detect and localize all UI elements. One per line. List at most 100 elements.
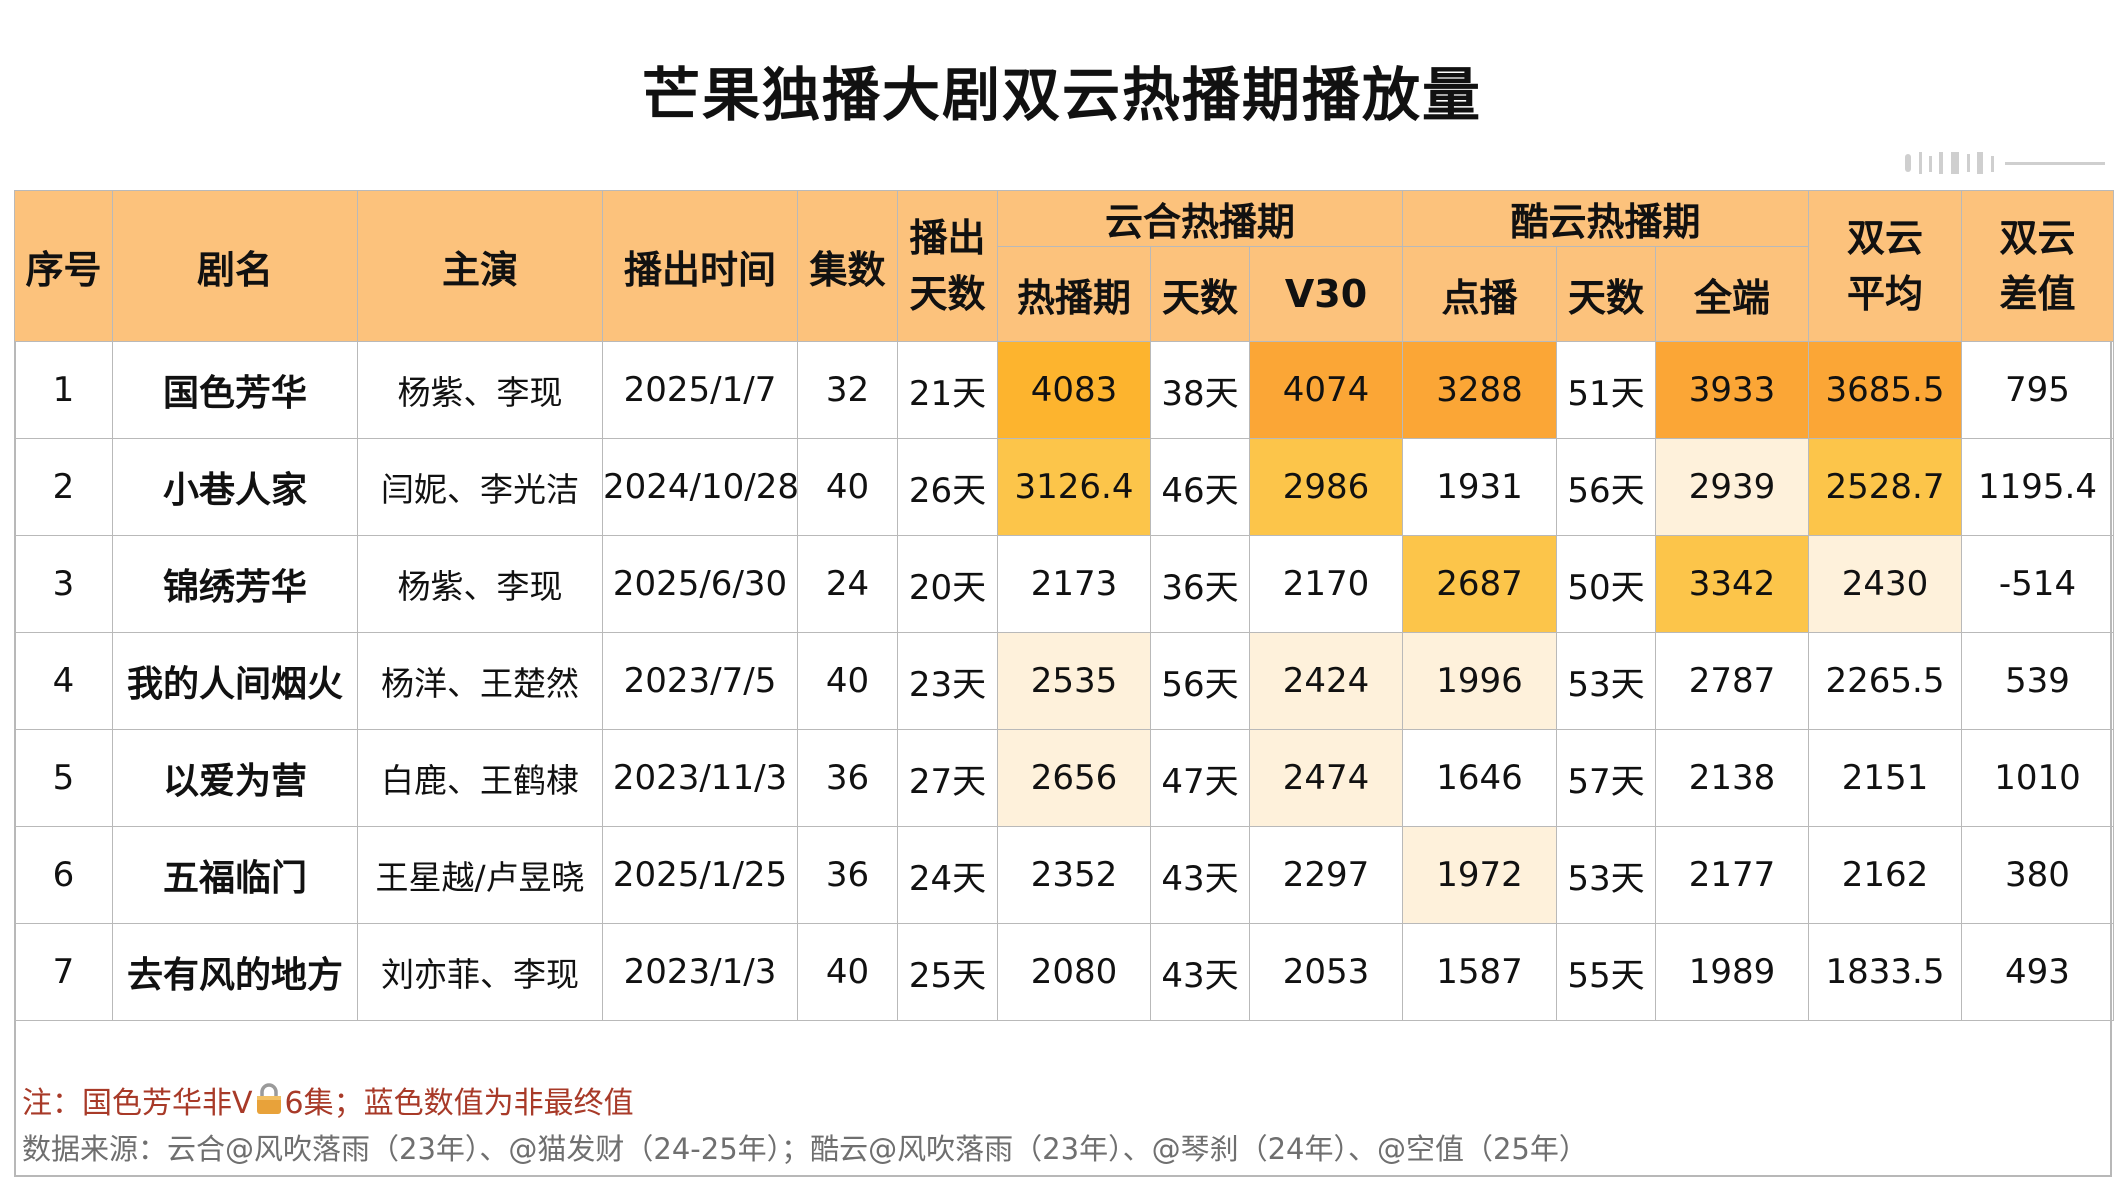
header-yunhe-group: 云合热播期 [997,190,1403,247]
header-average-line2: 平均 [1846,272,1923,316]
cell-episodes: 36 [797,826,898,924]
cell-cast: 刘亦菲、李现 [357,923,603,1021]
cell-kuyun-all: 2787 [1655,632,1809,730]
cell-yunhe-days: 43天 [1150,826,1250,924]
header-kuyun-days: 天数 [1556,246,1656,342]
cell-average: 2162 [1808,826,1962,924]
cell-yunhe-v30: 2170 [1249,535,1403,633]
header-episodes: 集数 [797,190,898,342]
cell-kuyun-days: 51天 [1556,341,1656,439]
cell-index: 1 [14,341,113,439]
cell-cast: 杨紫、李现 [357,341,603,439]
cell-air-date: 2023/11/3 [602,729,798,827]
cell-cast: 白鹿、王鹤棣 [357,729,603,827]
header-days-aired-line1: 播出 [909,216,986,260]
cell-episodes: 40 [797,438,898,536]
cell-yunhe-days: 47天 [1150,729,1250,827]
cell-days-aired: 25天 [897,923,998,1021]
header-days-aired: 播出 天数 [897,190,998,342]
cell-kuyun-vod: 1587 [1402,923,1557,1021]
cell-difference: -514 [1961,535,2114,633]
cell-yunhe-hot: 2173 [997,535,1151,633]
cell-yunhe-hot: 4083 [997,341,1151,439]
cell-difference: 1195.4 [1961,438,2114,536]
cell-days-aired: 23天 [897,632,998,730]
table-row: 7 去有风的地方 刘亦菲、李现 2023/1/3 40 25天 2080 43天… [14,923,2114,1021]
header-kuyun-all: 全端 [1655,246,1809,342]
cell-index: 6 [14,826,113,924]
watermark-barcode-icon [1905,152,2105,174]
cell-name: 锦绣芳华 [112,535,358,633]
cell-kuyun-days: 50天 [1556,535,1656,633]
cell-kuyun-all: 2138 [1655,729,1809,827]
cell-yunhe-hot: 2352 [997,826,1151,924]
cell-difference: 795 [1961,341,2114,439]
cell-kuyun-all: 2939 [1655,438,1809,536]
header-kuyun-group: 酷云热播期 [1402,190,1809,247]
cell-kuyun-vod: 1972 [1402,826,1557,924]
cell-days-aired: 26天 [897,438,998,536]
cell-yunhe-hot: 3126.4 [997,438,1151,536]
cell-kuyun-days: 53天 [1556,632,1656,730]
cell-name: 五福临门 [112,826,358,924]
header-index: 序号 [14,190,113,342]
header-cast: 主演 [357,190,603,342]
cell-kuyun-all: 3933 [1655,341,1809,439]
cell-name: 小巷人家 [112,438,358,536]
footnote-text-after: 6集；蓝色数值为非最终值 [284,1086,634,1121]
table-row: 1 国色芳华 杨紫、李现 2025/1/7 32 21天 4083 38天 40… [14,341,2114,439]
cell-yunhe-v30: 2297 [1249,826,1403,924]
table-row: 6 五福临门 王星越/卢昱晓 2025/1/25 36 24天 2352 43天… [14,826,2114,924]
cell-days-aired: 20天 [897,535,998,633]
cell-name: 我的人间烟火 [112,632,358,730]
cell-index: 2 [14,438,113,536]
cell-kuyun-days: 56天 [1556,438,1656,536]
cell-episodes: 24 [797,535,898,633]
cell-kuyun-days: 57天 [1556,729,1656,827]
header-difference-line1: 双云 [1999,216,2076,260]
cell-cast: 杨洋、王楚然 [357,632,603,730]
cell-difference: 380 [1961,826,2114,924]
cell-air-date: 2025/6/30 [602,535,798,633]
cell-name: 去有风的地方 [112,923,358,1021]
cell-index: 3 [14,535,113,633]
cell-kuyun-days: 55天 [1556,923,1656,1021]
cell-name: 以爱为营 [112,729,358,827]
cell-yunhe-v30: 2474 [1249,729,1403,827]
cell-average: 2528.7 [1808,438,1962,536]
header-yunhe-days: 天数 [1150,246,1250,342]
header-yunhe-v30: V30 [1249,246,1403,342]
cell-difference: 493 [1961,923,2114,1021]
cell-index: 7 [14,923,113,1021]
footnote-text-before: 注：国色芳华非V [22,1086,253,1121]
header-difference: 双云 差值 [1961,190,2114,342]
table-row: 2 小巷人家 闫妮、李光洁 2024/10/28 40 26天 3126.4 4… [14,438,2114,536]
data-source: 数据来源：云合@风吹落雨（23年）、@猫发财（24-25年）；酷云@风吹落雨（2… [22,1132,1588,1166]
cell-kuyun-days: 53天 [1556,826,1656,924]
cell-index: 5 [14,729,113,827]
header-yunhe-hot: 热播期 [997,246,1151,342]
cell-kuyun-all: 2177 [1655,826,1809,924]
cell-cast: 闫妮、李光洁 [357,438,603,536]
table-row: 3 锦绣芳华 杨紫、李现 2025/6/30 24 20天 2173 36天 2… [14,535,2114,633]
cell-days-aired: 21天 [897,341,998,439]
cell-kuyun-vod: 1996 [1402,632,1557,730]
table-row: 5 以爱为营 白鹿、王鹤棣 2023/11/3 36 27天 2656 47天 … [14,729,2114,827]
cell-yunhe-hot: 2080 [997,923,1151,1021]
cell-air-date: 2023/1/3 [602,923,798,1021]
header-row-sub: 热播期 天数 V30 点播 天数 全端 [15,246,2114,342]
cell-days-aired: 24天 [897,826,998,924]
cell-yunhe-v30: 4074 [1249,341,1403,439]
cell-kuyun-vod: 1931 [1402,438,1557,536]
cell-cast: 王星越/卢昱晓 [357,826,603,924]
cell-yunhe-hot: 2656 [997,729,1151,827]
cell-average: 1833.5 [1808,923,1962,1021]
cell-kuyun-all: 3342 [1655,535,1809,633]
cell-days-aired: 27天 [897,729,998,827]
header-row-top: 序号 剧名 主演 播出时间 集数 播出 天数 云合热播期 酷云热播期 双云 平均 双… [14,190,2114,342]
cell-difference: 1010 [1961,729,2114,827]
cell-yunhe-days: 46天 [1150,438,1250,536]
header-kuyun-vod: 点播 [1402,246,1557,342]
cell-average: 2265.5 [1808,632,1962,730]
cell-yunhe-days: 38天 [1150,341,1250,439]
